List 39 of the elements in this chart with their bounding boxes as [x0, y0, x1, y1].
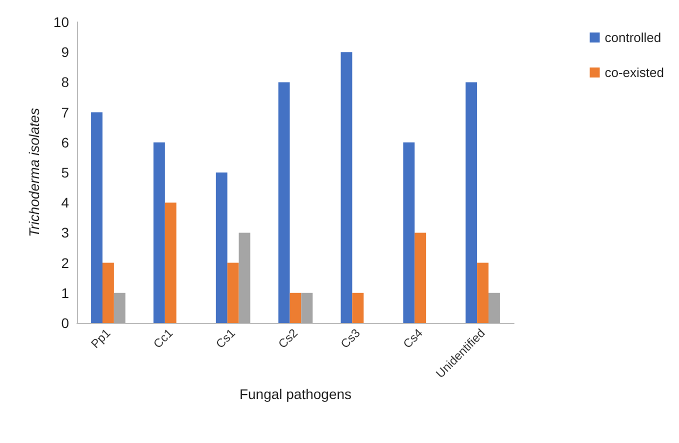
x-tick-label: Cs1 — [213, 326, 238, 352]
y-tick-label: 3 — [61, 224, 70, 241]
x-axis-title: Fungal pathogens — [239, 386, 352, 402]
x-tick-label: Cs2 — [275, 326, 301, 352]
bar — [403, 142, 415, 323]
y-tick-label: 9 — [61, 44, 70, 60]
bar — [238, 232, 250, 323]
bar — [216, 172, 228, 323]
x-tick-label: Pp1 — [88, 326, 114, 352]
y-tick-label: 1 — [61, 284, 70, 301]
y-tick-label: 4 — [61, 194, 70, 211]
x-tick-label: Cs4 — [400, 326, 426, 352]
bar — [477, 262, 489, 323]
bar — [488, 292, 500, 323]
bar — [340, 52, 352, 323]
bar — [352, 292, 364, 323]
legend-label: co-existed — [604, 65, 664, 80]
bar — [153, 142, 165, 323]
x-tick-label: Cc1 — [150, 326, 176, 352]
y-tick-label: 0 — [61, 315, 70, 331]
y-tick-label: 6 — [61, 134, 70, 150]
bar — [301, 292, 313, 323]
y-tick-label: 8 — [61, 74, 70, 90]
bar — [466, 82, 478, 323]
y-axis-title: Trichoderma isolates — [26, 108, 42, 237]
y-tick-label: 7 — [61, 104, 70, 120]
bar — [290, 292, 302, 323]
bar — [114, 292, 126, 323]
bar — [164, 202, 176, 323]
bar — [91, 112, 102, 323]
bar — [414, 232, 426, 323]
y-tick-label: 2 — [61, 254, 70, 271]
legend-label: controlled — [604, 30, 662, 45]
bar — [102, 262, 114, 323]
y-tick-label: 5 — [61, 164, 70, 180]
x-tick-label: Cs3 — [338, 326, 364, 352]
bar — [278, 82, 290, 323]
y-tick-label: 10 — [53, 14, 70, 30]
bar — [227, 262, 239, 323]
